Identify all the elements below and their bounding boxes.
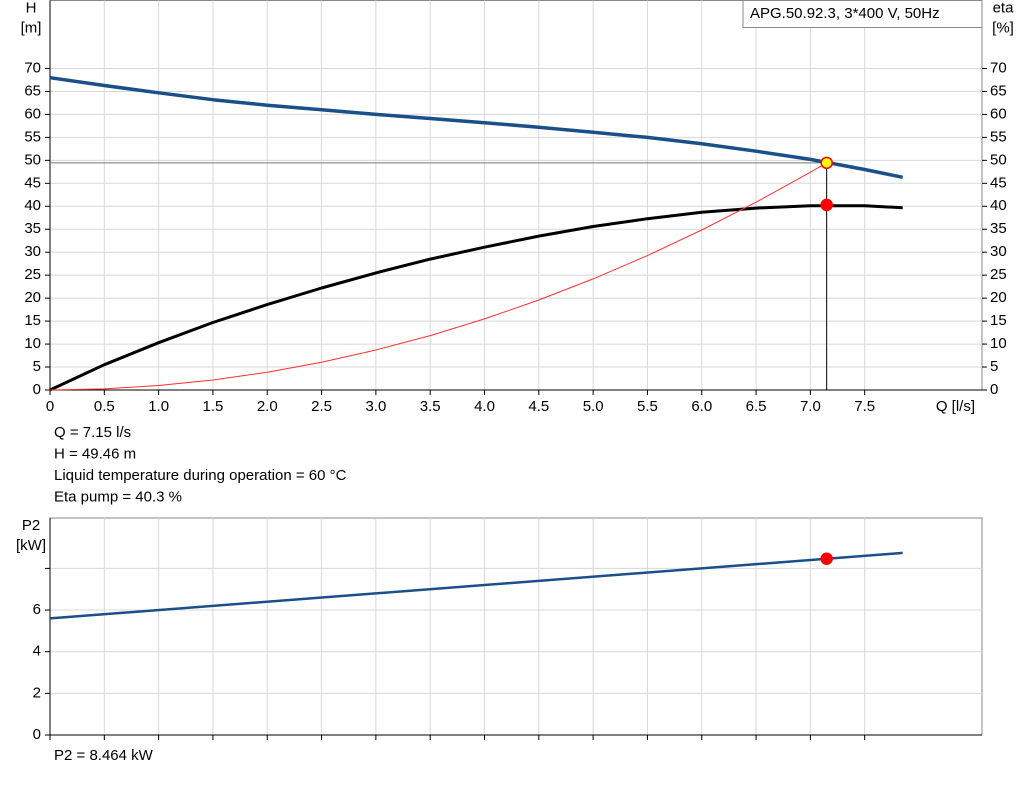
- curve-system: [49, 162, 827, 391]
- plot-area: [49, 517, 983, 736]
- y2-tick-label: 65: [990, 82, 1007, 99]
- x-tick-label: 3.0: [365, 398, 386, 415]
- x-tick-label: 2.0: [257, 398, 278, 415]
- annotation: P2 = 8.464 kW: [54, 747, 154, 764]
- x-tick-label: 1.0: [148, 398, 169, 415]
- y2-tick-label: 25: [990, 266, 1007, 283]
- y2-tick-label: 60: [990, 105, 1007, 122]
- y-axis-label: [kW]: [16, 537, 46, 554]
- y2-tick-label: 15: [990, 312, 1007, 329]
- y2-tick-label: 10: [990, 335, 1007, 352]
- x-tick-label: 0: [46, 398, 54, 415]
- legend-title: APG.50.92.3, 3*400 V, 50Hz: [750, 5, 940, 22]
- y-tick-label: 25: [24, 266, 41, 283]
- y-tick-label: 55: [24, 128, 41, 145]
- y-tick-label: 35: [24, 220, 41, 237]
- y-tick-label: 0: [33, 381, 41, 398]
- x-axis-label: Q [l/s]: [936, 398, 975, 415]
- x-tick-label: 2.5: [311, 398, 332, 415]
- y2-tick-label: 30: [990, 243, 1007, 260]
- y-tick-label: 45: [24, 174, 41, 191]
- operating-point: [820, 156, 833, 170]
- y-tick-label: 30: [24, 243, 41, 260]
- y-tick-label: 70: [24, 59, 41, 76]
- y-tick-label: 6: [33, 601, 41, 618]
- annotation: Q = 7.15 l/s: [54, 424, 131, 441]
- x-tick-label: 3.5: [420, 398, 441, 415]
- y-tick-label: 65: [24, 82, 41, 99]
- y2-tick-label: 5: [990, 358, 998, 375]
- y2-tick-label: 50: [990, 151, 1007, 168]
- x-tick-label: 4.5: [528, 398, 549, 415]
- y2-tick-label: 35: [990, 220, 1007, 237]
- operating-point: [820, 198, 833, 212]
- x-tick-label: 7.0: [800, 398, 821, 415]
- y-tick-label: 4: [33, 643, 41, 660]
- y2-tick-label: 0: [990, 381, 998, 398]
- y2-axis-label: eta: [993, 0, 1015, 16]
- y-axis-label: P2: [22, 517, 40, 534]
- y-axis-label: [m]: [21, 19, 42, 36]
- x-tick-label: 1.5: [203, 398, 224, 415]
- y2-tick-label: 55: [990, 128, 1007, 145]
- y2-tick-label: 70: [990, 59, 1007, 76]
- curve-h: [49, 75, 904, 180]
- y2-tick-label: 45: [990, 174, 1007, 191]
- y-tick-label: 2: [33, 684, 41, 701]
- legend-box: [742, 0, 983, 28]
- x-tick-label: 5.0: [583, 398, 604, 415]
- annotation: Liquid temperature during operation = 60…: [54, 467, 347, 484]
- y-axis-label: H: [26, 0, 37, 16]
- x-tick-label: 0.5: [94, 398, 115, 415]
- operating-point: [820, 552, 833, 565]
- curve-p2: [49, 551, 903, 620]
- y2-axis-label: [%]: [992, 19, 1014, 36]
- x-tick-label: 4.0: [474, 398, 495, 415]
- y-tick-label: 20: [24, 289, 41, 306]
- x-tick-label: 6.5: [746, 398, 767, 415]
- y-tick-label: 15: [24, 312, 41, 329]
- x-tick-label: 6.0: [691, 398, 712, 415]
- y2-tick-label: 20: [990, 289, 1007, 306]
- y-tick-label: 10: [24, 335, 41, 352]
- annotation: H = 49.46 m: [54, 445, 136, 462]
- annotation: Eta pump = 40.3 %: [54, 488, 182, 505]
- x-tick-label: 5.5: [637, 398, 658, 415]
- y-tick-label: 60: [24, 105, 41, 122]
- y-tick-label: 0: [33, 726, 41, 743]
- curve-eta: [49, 204, 903, 392]
- y2-tick-label: 40: [990, 197, 1007, 214]
- y-tick-label: 50: [24, 151, 41, 168]
- y-tick-label: 40: [24, 197, 41, 214]
- x-tick-label: 7.5: [854, 398, 875, 415]
- y-tick-label: 5: [33, 358, 41, 375]
